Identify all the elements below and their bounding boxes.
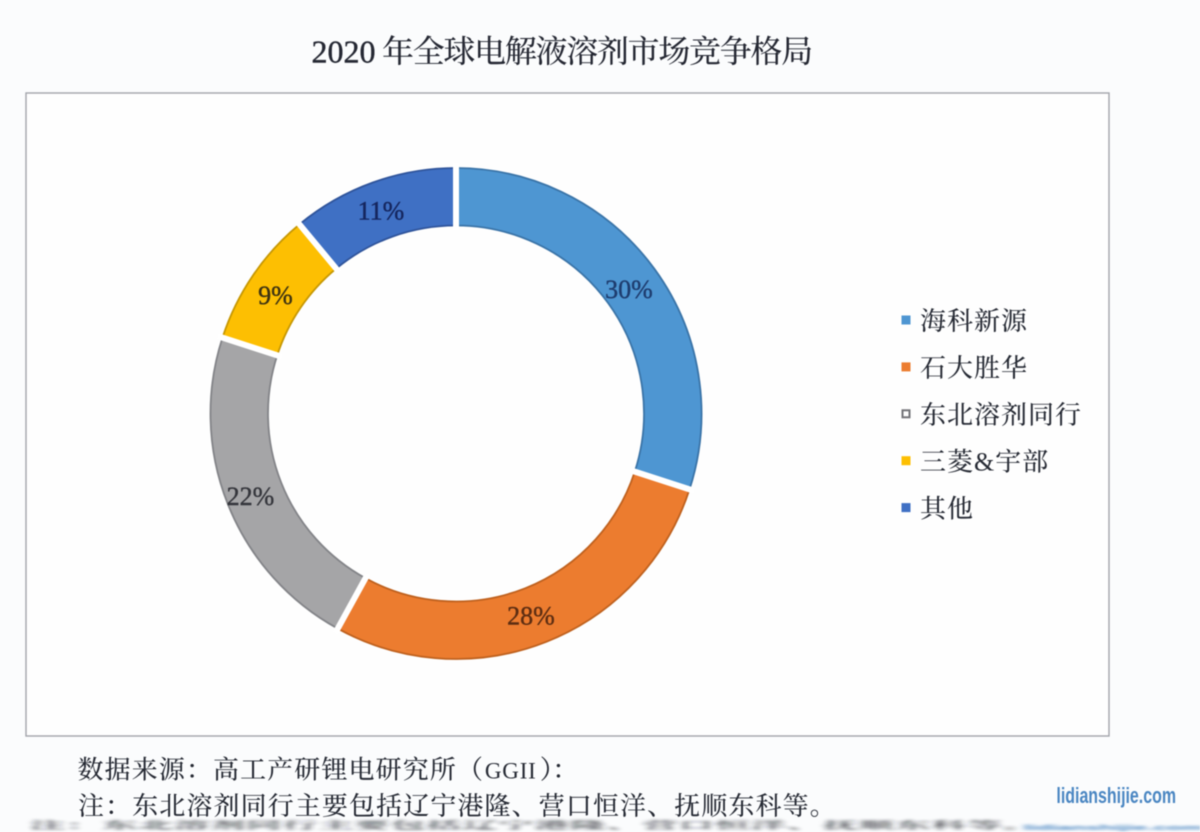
svg-text:GGII: GGII [485,759,537,784]
svg-text:28%: 28% [507,602,555,631]
svg-text:lidianshijie.com: lidianshijie.com [1023,823,1200,832]
svg-text:lidianshijie.com: lidianshijie.com [1056,785,1176,809]
svg-text:2020: 2020 [312,34,376,70]
svg-text:11%: 11% [358,197,405,226]
svg-text:30%: 30% [605,275,653,304]
svg-text:9%: 9% [258,281,293,310]
svg-text:&: & [974,448,994,477]
svg-text:22%: 22% [227,482,275,511]
